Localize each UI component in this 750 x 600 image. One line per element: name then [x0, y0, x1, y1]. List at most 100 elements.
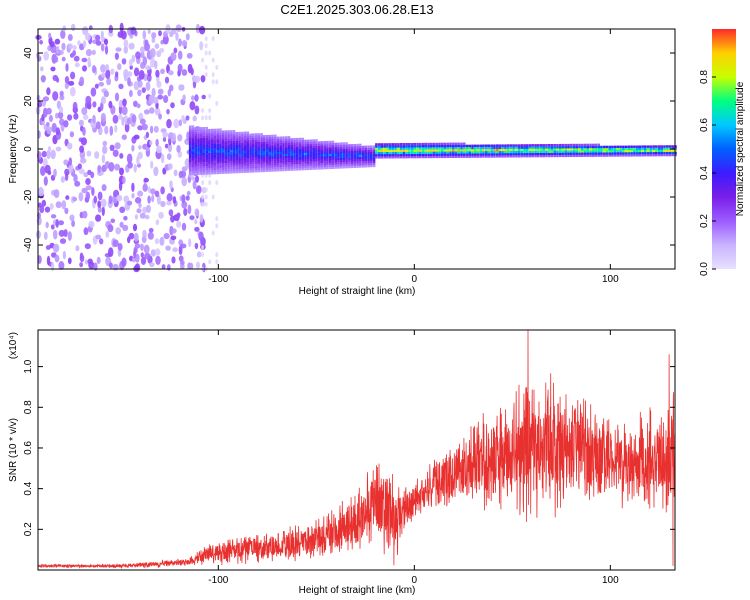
heatmap-cell — [559, 154, 562, 158]
heatmap-cell — [627, 145, 631, 148]
heatmap-cell — [633, 154, 636, 157]
heatmap-cell — [216, 154, 219, 157]
heatmap-cell — [276, 164, 280, 168]
heatmap-cell — [309, 154, 313, 157]
heatmap-cell — [443, 147, 447, 150]
heatmap-cell — [353, 148, 357, 151]
heatmap-cell — [194, 94, 199, 102]
heatmap-cell — [323, 156, 326, 159]
heatmap-cell — [202, 146, 206, 149]
heatmap-cell — [162, 131, 169, 138]
heatmap-cell — [188, 238, 192, 248]
heatmap-cell — [361, 147, 365, 151]
heatmap-cell — [282, 136, 285, 139]
heatmap-cell — [213, 133, 217, 136]
heatmap-cell — [71, 23, 76, 32]
heatmap-cell — [317, 156, 321, 159]
heatmap-cell — [119, 206, 126, 214]
heatmap-cell — [668, 151, 672, 155]
heatmap-cell — [359, 165, 362, 168]
heatmap-cell — [241, 168, 244, 171]
heatmap-cell — [556, 148, 559, 151]
heatmap-cell — [616, 152, 620, 155]
heatmap-cell — [520, 150, 524, 154]
heatmap-cell — [257, 150, 261, 153]
heatmap-cell — [646, 145, 650, 148]
heatmap-cell — [528, 152, 532, 156]
heatmap-cell — [402, 151, 406, 155]
heatmap-cell — [121, 257, 127, 267]
heatmap-cell — [605, 152, 609, 155]
heatmap-cell — [320, 162, 324, 166]
heatmap-cell — [630, 149, 633, 153]
heatmap-cell — [254, 146, 258, 149]
heatmap-cell — [108, 100, 113, 109]
heatmap-cell — [293, 140, 296, 143]
heatmap-cell — [633, 145, 636, 148]
heatmap-cell — [232, 134, 236, 137]
heatmap-cell — [230, 166, 233, 170]
heatmap-cell — [107, 224, 114, 233]
heatmap-cell — [638, 154, 642, 157]
heatmap-cell — [252, 155, 255, 158]
heatmap-cell — [260, 156, 263, 160]
heatmap-cell — [328, 155, 332, 159]
heatmap-cell — [435, 144, 439, 148]
heatmap-cell — [498, 146, 502, 149]
heatmap-cell — [394, 143, 397, 146]
heatmap-cell — [224, 132, 228, 135]
heatmap-cell — [43, 51, 49, 61]
heatmap-cell — [493, 144, 496, 147]
heatmap-cell — [128, 59, 133, 67]
heatmap-cell — [399, 151, 403, 155]
heatmap-cell — [591, 143, 595, 147]
heatmap-cell — [416, 153, 419, 157]
heatmap-cell — [279, 166, 283, 170]
heatmap-cell — [372, 153, 376, 157]
heatmap-cell — [320, 149, 324, 153]
heatmap-cell — [517, 152, 521, 156]
heatmap-cell — [99, 238, 104, 245]
heatmap-cell — [134, 214, 138, 220]
heatmap-cell — [602, 145, 606, 149]
heatmap-cell — [131, 193, 135, 199]
heatmap-cell — [356, 156, 359, 160]
heatmap-cell — [249, 155, 252, 158]
heatmap-cell — [155, 219, 160, 226]
heatmap-cell — [90, 171, 95, 179]
heatmap-cell — [46, 255, 51, 266]
heatmap-cell — [46, 107, 52, 115]
heatmap-cell — [137, 80, 143, 88]
heatmap-cell — [235, 132, 239, 135]
heatmap-cell — [77, 163, 83, 170]
heatmap-cell — [199, 163, 203, 167]
heatmap-cell — [520, 146, 524, 149]
heatmap-cell — [257, 141, 261, 145]
heatmap-cell — [188, 173, 192, 176]
heatmap-cell — [235, 166, 239, 169]
heatmap-cell — [199, 133, 203, 136]
heatmap-cell — [342, 144, 346, 147]
heatmap-cell — [328, 151, 332, 154]
heatmap-cell — [298, 165, 302, 169]
heatmap-cell — [630, 145, 633, 148]
heatmap-cell — [666, 147, 669, 150]
heatmap-cell — [657, 145, 661, 148]
heatmap-cell — [83, 114, 89, 120]
heatmap-cell — [104, 125, 109, 135]
heatmap-cell — [194, 149, 197, 152]
heatmap-cell — [195, 175, 199, 183]
heatmap-cell — [246, 142, 250, 145]
heatmap-cell — [221, 132, 225, 135]
heatmap-cell — [140, 118, 146, 125]
heatmap-cell — [539, 144, 543, 147]
heatmap-cell — [430, 155, 433, 159]
heatmap-cell — [143, 177, 149, 183]
heatmap-cell — [219, 156, 222, 159]
heatmap-cell — [424, 147, 428, 150]
heatmap-cell — [515, 150, 518, 154]
heatmap-cell — [380, 154, 384, 157]
heatmap-cell — [498, 150, 502, 154]
heatmap-cell — [238, 157, 241, 161]
